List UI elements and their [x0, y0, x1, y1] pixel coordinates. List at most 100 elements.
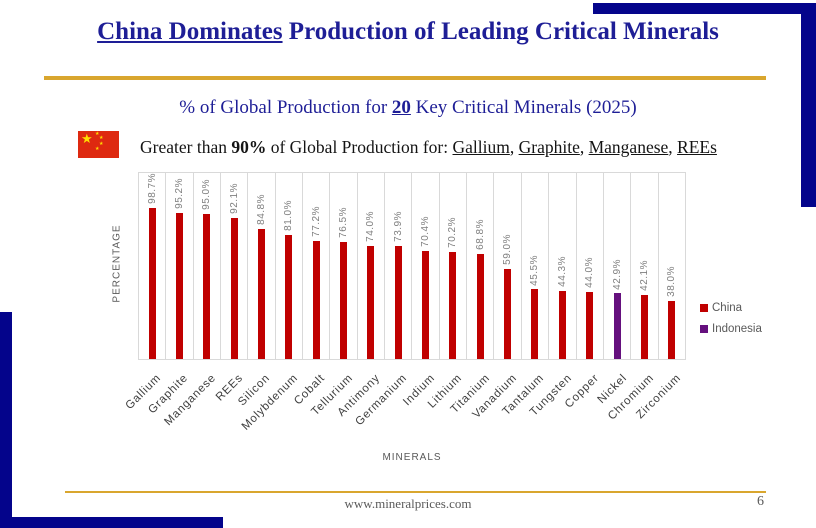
legend-label-china: China [712, 302, 743, 314]
bar-manganese [203, 213, 211, 359]
statement-mineral-manganese: Manganese [588, 137, 669, 157]
bar-value-label-silicon: 84.8% [256, 194, 268, 226]
bar-lithium [449, 251, 457, 359]
footer-website: www.mineralprices.com [344, 496, 472, 511]
chart-column-tellurium: 76.5% [330, 173, 358, 359]
top-right-horizontal-accent-bar [593, 3, 816, 14]
bar-value-label-graphite: 95.2% [174, 178, 186, 210]
chart-subtitle: % of Global Production for 20 Key Critic… [0, 97, 816, 119]
x-axis-title: MINERALS [382, 452, 442, 463]
bar-value-label-gallium: 98.7% [146, 173, 158, 204]
title-divider-rule [44, 76, 766, 80]
flag-small-star-icon: ★ [99, 142, 104, 147]
chart-column-germanium: 73.9% [385, 173, 413, 359]
statement-mid: of Global Production for: [266, 137, 453, 157]
slide-title-rest: Production of Leading Critical Minerals [282, 18, 719, 45]
top-right-vertical-accent-bar [801, 3, 816, 207]
bar-value-label-copper: 44.0% [584, 256, 596, 288]
legend-swatch-indonesia [700, 325, 708, 333]
subtitle-post: Key Critical Minerals (2025) [410, 97, 637, 118]
bar-value-label-indium: 70.4% [420, 216, 432, 248]
bar-value-label-rees: 92.1% [228, 183, 240, 215]
chart-column-titanium: 68.8% [467, 173, 495, 359]
y-axis-title: PERCENTAGE [111, 224, 123, 303]
bar-value-label-tellurium: 76.5% [338, 207, 350, 238]
chart-column-gallium: 98.7% [139, 173, 167, 359]
subtitle-number: 20 [391, 97, 411, 118]
statement-mineral-rees: REEs [677, 137, 717, 157]
bottom-left-horizontal-accent-bar [0, 517, 223, 528]
bottom-left-vertical-accent-bar [0, 312, 12, 528]
bar-tungsten [558, 291, 566, 359]
bar-graphite [176, 213, 184, 359]
bar-germanium [394, 245, 402, 359]
flag-small-star-icon: ★ [95, 147, 100, 152]
bar-value-label-lithium: 70.2% [447, 216, 459, 248]
chart-column-tungsten: 44.3% [549, 173, 577, 359]
china-flag-icon: ★ ★ ★ ★ ★ [78, 131, 119, 158]
bar-value-label-germanium: 73.9% [392, 211, 404, 242]
bar-value-label-cobalt: 77.2% [310, 206, 322, 237]
chart-column-cobalt: 77.2% [303, 173, 331, 359]
page-number: 6 [757, 494, 764, 509]
slide-title: China Dominates Production of Leading Cr… [40, 18, 776, 46]
chart-column-tantalum: 45.5% [522, 173, 550, 359]
bar-molybdenum [285, 235, 293, 359]
bar-chart-plot-area: 98.7% 95.2% 95.0% 92.1% 84.8% 81.0% 77.2% 76.5%… [138, 172, 686, 360]
key-statement: Greater than 90% of Global Production fo… [140, 137, 780, 158]
legend-item-indonesia: Indonesia [700, 323, 762, 335]
flag-small-star-icon: ★ [99, 136, 104, 141]
bar-indium [422, 251, 430, 359]
chart-column-vanadium: 59.0% [494, 173, 522, 359]
bar-cobalt [312, 240, 320, 359]
chart-column-copper: 44.0% [577, 173, 604, 359]
category-axis-labels: Gallium Graphite Manganese REEs Silicon Molyb… [123, 364, 686, 456]
statement-mineral-gallium: Gallium [452, 137, 510, 157]
bar-nickel [613, 293, 621, 359]
bar-value-label-titanium: 68.8% [474, 218, 486, 250]
bar-titanium [476, 253, 484, 359]
chart-column-manganese: 95.0% [194, 173, 222, 359]
bar-value-label-nickel: 42.9% [611, 258, 623, 290]
bar-zirconium [668, 300, 676, 359]
chart-legend: China Indonesia [700, 302, 762, 335]
bar-antimony [367, 245, 375, 359]
chart-column-molybdenum: 81.0% [276, 173, 304, 359]
bar-tantalum [531, 289, 539, 359]
legend-label-indonesia: Indonesia [712, 323, 762, 335]
bar-value-label-tungsten: 44.3% [556, 256, 568, 288]
statement-mineral-graphite: Graphite [518, 137, 580, 157]
footer-divider-rule [65, 491, 766, 493]
bar-copper [586, 291, 594, 359]
chart-column-silicon: 84.8% [248, 173, 276, 359]
subtitle-pre: % of Global Production for [179, 97, 392, 118]
bar-value-label-antimony: 74.0% [365, 210, 377, 242]
bar-gallium [148, 208, 156, 359]
bar-value-label-zirconium: 38.0% [666, 266, 678, 297]
flag-small-star-icon: ★ [95, 132, 100, 137]
chart-column-antimony: 74.0% [358, 173, 386, 359]
chart-column-lithium: 70.2% [440, 173, 468, 359]
chart-column-nickel: 42.9% [604, 173, 632, 359]
statement-minerals-list: Gallium, Graphite, Manganese, REEs [452, 137, 717, 157]
bar-value-label-vanadium: 59.0% [502, 233, 514, 265]
legend-swatch-china [700, 304, 708, 312]
flag-large-star-icon: ★ [81, 131, 93, 146]
bar-value-label-chromium: 42.1% [638, 259, 650, 291]
bar-tellurium [340, 242, 348, 359]
statement-pre: Greater than [140, 137, 232, 157]
statement-threshold: 90% [231, 137, 267, 157]
bar-value-label-molybdenum: 81.0% [283, 200, 295, 232]
bar-value-label-tantalum: 45.5% [529, 254, 541, 286]
bar-rees [230, 218, 238, 359]
bar-value-label-manganese: 95.0% [201, 178, 213, 210]
bar-vanadium [504, 268, 512, 359]
chart-column-zirconium: 38.0% [659, 173, 685, 359]
legend-item-china: China [700, 302, 762, 314]
chart-column-rees: 92.1% [221, 173, 249, 359]
bar-chromium [640, 294, 648, 359]
bar-silicon [258, 229, 266, 359]
chart-column-indium: 70.4% [412, 173, 440, 359]
chart-column-chromium: 42.1% [631, 173, 659, 359]
